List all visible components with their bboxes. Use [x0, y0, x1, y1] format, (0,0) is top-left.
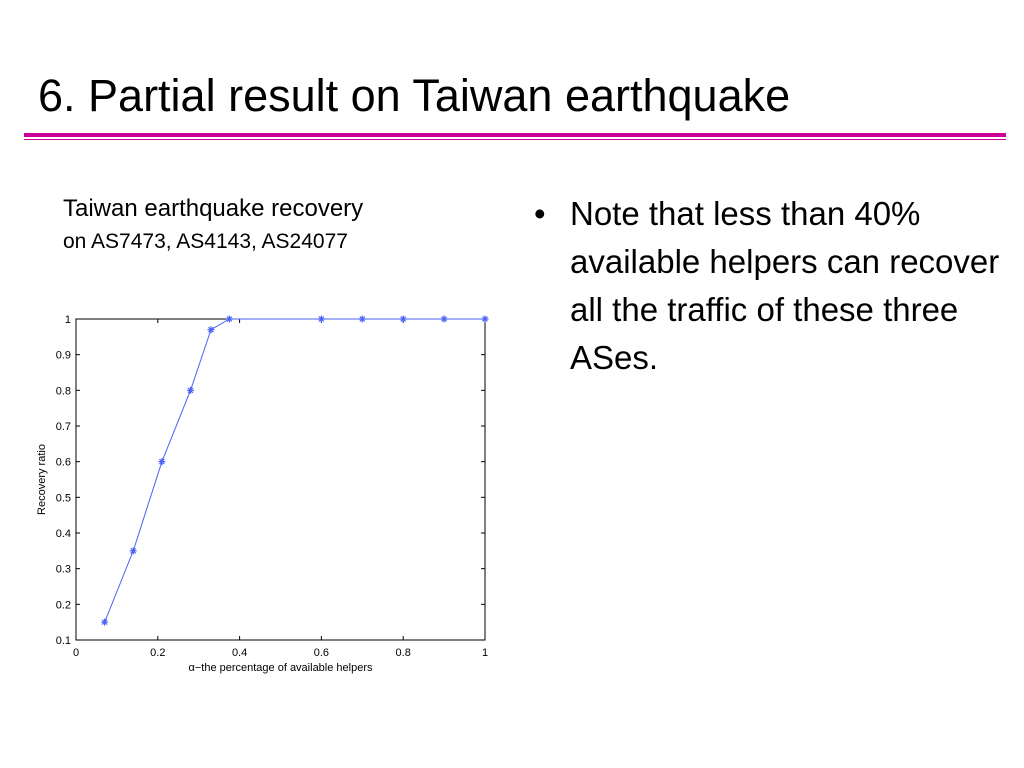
chart-caption: Taiwan earthquake recovery on AS7473, AS… [63, 192, 503, 258]
plot-frame [75, 318, 486, 641]
data-point [481, 315, 489, 323]
series-line [104, 318, 485, 623]
x-tick-label: 0 [73, 647, 79, 659]
y-tick-label: 0.8 [56, 385, 71, 397]
y-tick-label: 0.4 [56, 528, 71, 540]
title-divider-thin [24, 139, 1006, 140]
data-point [158, 458, 166, 466]
caption-line-1: Taiwan earthquake recovery [63, 195, 364, 222]
data-point [101, 618, 109, 626]
y-tick-label: 0.2 [56, 599, 71, 611]
data-point [317, 315, 325, 323]
y-tick-label: 0.6 [56, 457, 71, 469]
data-point [225, 315, 233, 323]
x-tick-label: 1 [482, 647, 488, 659]
y-tick-label: 0.5 [56, 492, 71, 504]
bullet-item: • Note that less than 40% available help… [530, 190, 1000, 382]
data-point [358, 315, 366, 323]
x-tick-label: 0.2 [150, 647, 165, 659]
data-point [207, 326, 215, 334]
bullet-text: Note that less than 40% available helper… [570, 195, 1000, 376]
y-tick-label: 0.7 [56, 421, 71, 433]
x-axis-label: α−the percentage of available helpers [188, 662, 373, 674]
title-divider [24, 133, 1006, 137]
data-point [129, 547, 137, 555]
y-tick-label: 0.9 [56, 350, 71, 362]
data-point [440, 315, 448, 323]
x-tick-label: 0.8 [396, 647, 411, 659]
x-tick-label: 0.4 [232, 647, 247, 659]
y-tick-label: 0.3 [56, 564, 71, 576]
data-point [187, 386, 195, 394]
y-tick-label: 0.1 [56, 635, 71, 647]
y-tick-label: 1 [65, 314, 71, 326]
slide-title: 6. Partial result on Taiwan earthquake [38, 70, 791, 121]
x-tick-label: 0.6 [314, 647, 329, 659]
bullet-dot-icon: • [534, 195, 546, 232]
bullet-list: • Note that less than 40% available help… [530, 190, 1000, 382]
data-point [399, 315, 407, 323]
caption-line-2: on AS7473, AS4143, AS24077 [63, 230, 348, 253]
y-axis-label: Recovery ratio [36, 444, 48, 515]
